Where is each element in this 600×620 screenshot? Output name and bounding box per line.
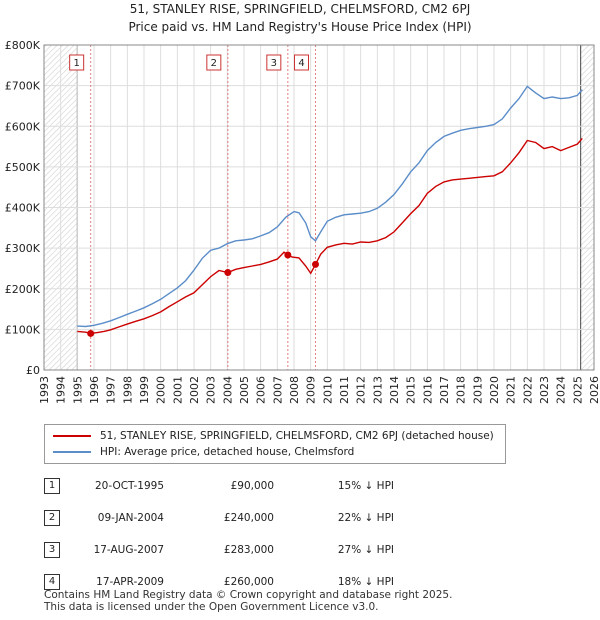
x-tick-label: 2019 <box>471 376 484 404</box>
chart-legend: 51, STANLEY RISE, SPRINGFIELD, CHELMSFOR… <box>44 424 506 464</box>
sale-date: 09-JAN-2004 <box>97 512 164 524</box>
x-tick-label: 2022 <box>521 376 534 404</box>
x-tick-label: 2024 <box>555 376 568 404</box>
sale-badge: 1 <box>44 478 60 494</box>
footer: Contains HM Land Registry data © Crown c… <box>44 589 452 613</box>
x-tick-label: 1997 <box>105 376 118 404</box>
x-tick-label: 2017 <box>438 376 451 404</box>
y-tick-label: £300K <box>5 242 41 255</box>
x-tick-label: 1994 <box>55 376 68 404</box>
table-row: 2 09-JAN-2004 £240,000 22% ↓ HPI <box>44 502 394 534</box>
x-tick-label: 1998 <box>121 376 134 404</box>
sale-price: £90,000 <box>230 480 274 492</box>
x-tick-label: 2006 <box>255 376 268 404</box>
legend-item-hpi: HPI: Average price, detached house, Chel… <box>53 444 354 460</box>
x-tick-label: 2021 <box>505 376 518 404</box>
sale-date: 17-AUG-2007 <box>93 544 164 556</box>
chart-title-line2: Price paid vs. HM Land Registry's House … <box>128 20 472 34</box>
x-tick-label: 2009 <box>305 376 318 404</box>
x-tick-label: 2008 <box>288 376 301 404</box>
sale-hpi-diff: 15% ↓ HPI <box>337 480 394 492</box>
x-tick-label: 2012 <box>355 376 368 404</box>
sales-table: 1 20-OCT-1995 £90,000 15% ↓ HPI 2 09-JAN… <box>44 470 394 598</box>
table-row: 1 20-OCT-1995 £90,000 15% ↓ HPI <box>44 470 394 502</box>
sale-hpi-diff: 18% ↓ HPI <box>337 576 394 588</box>
y-tick-label: £400K <box>5 202 41 215</box>
x-tick-label: 2000 <box>155 376 168 404</box>
sale-point <box>284 251 292 259</box>
sale-label-box <box>206 54 222 71</box>
y-tick-label: £800K <box>5 39 41 52</box>
x-tick-label: 2004 <box>221 376 234 404</box>
table-row: 4 17-APR-2009 £260,000 18% ↓ HPI <box>44 566 394 598</box>
x-tick-label: 2020 <box>488 376 501 404</box>
legend-item-property: 51, STANLEY RISE, SPRINGFIELD, CHELMSFOR… <box>53 428 494 444</box>
x-tick-label: 2016 <box>421 376 434 404</box>
legend-swatch-property <box>53 435 91 437</box>
series-line-property <box>77 137 583 335</box>
series-line-hpi <box>77 85 583 328</box>
x-tick-label: 1993 <box>38 376 51 404</box>
legend-label-property: 51, STANLEY RISE, SPRINGFIELD, CHELMSFOR… <box>100 430 494 442</box>
sale-badge: 3 <box>44 542 60 558</box>
sale-price: £283,000 <box>223 544 274 556</box>
sale-hpi-diff: 22% ↓ HPI <box>337 512 394 524</box>
sale-point <box>87 329 95 337</box>
x-tick-label: 1999 <box>138 376 151 404</box>
sale-label-box <box>69 54 85 71</box>
sale-price: £260,000 <box>223 576 274 588</box>
x-tick-label: 2003 <box>205 376 218 404</box>
x-tick-label: 1995 <box>71 376 84 404</box>
x-tick-label: 2013 <box>371 376 384 404</box>
legend-label-hpi: HPI: Average price, detached house, Chel… <box>100 446 355 458</box>
y-tick-label: £200K <box>5 283 41 296</box>
sale-hpi-diff: 27% ↓ HPI <box>337 544 394 556</box>
x-tick-label: 2005 <box>238 376 251 404</box>
y-tick-label: £500K <box>5 161 41 174</box>
sale-badge: 4 <box>44 574 60 590</box>
sale-label: 4 <box>298 58 304 69</box>
x-tick-label: 2007 <box>271 376 284 404</box>
x-tick-label: 2001 <box>171 376 184 404</box>
chart-title-line1: 51, STANLEY RISE, SPRINGFIELD, CHELMSFOR… <box>129 2 471 16</box>
footer-licence: This data is licensed under the Open Gov… <box>44 601 379 613</box>
table-row: 3 17-AUG-2007 £283,000 27% ↓ HPI <box>44 534 394 566</box>
sale-label: 3 <box>271 58 277 69</box>
sale-label: 1 <box>73 58 79 69</box>
x-tick-label: 2015 <box>405 376 418 404</box>
price-chart: 1 2 3 4 £0 £100K £200K £300K £400K £500K £600K £700… <box>5 39 600 404</box>
sale-point <box>312 260 319 268</box>
sale-date: 20-OCT-1995 <box>95 480 164 492</box>
sale-price: £240,000 <box>223 512 274 524</box>
x-tick-label: 2018 <box>455 376 468 404</box>
sale-label-box <box>266 54 282 71</box>
x-tick-label: 2023 <box>538 376 551 404</box>
x-tick-label: 2025 <box>571 376 584 404</box>
y-tick-label: £700K <box>5 80 41 93</box>
sale-date: 17-APR-2009 <box>96 576 164 588</box>
x-tick-label: 1996 <box>88 376 101 404</box>
x-tick-label: 2002 <box>188 376 201 404</box>
legend-swatch-hpi <box>53 451 91 453</box>
sale-badge: 2 <box>44 510 60 526</box>
y-tick-label: £100K <box>5 323 41 336</box>
sale-label: 2 <box>211 58 217 69</box>
footer-copyright: Contains HM Land Registry data © Crown c… <box>44 589 453 601</box>
sale-label-box <box>294 54 309 71</box>
y-tick-label: £0 <box>26 364 40 377</box>
plot-frame <box>43 44 595 371</box>
x-tick-label: 2010 <box>321 376 334 404</box>
x-tick-label: 2011 <box>338 376 351 404</box>
sale-point <box>224 269 232 276</box>
x-tick-label: 2014 <box>388 376 401 404</box>
x-tick-label: 2026 <box>588 376 600 404</box>
y-tick-label: £600K <box>5 120 41 133</box>
